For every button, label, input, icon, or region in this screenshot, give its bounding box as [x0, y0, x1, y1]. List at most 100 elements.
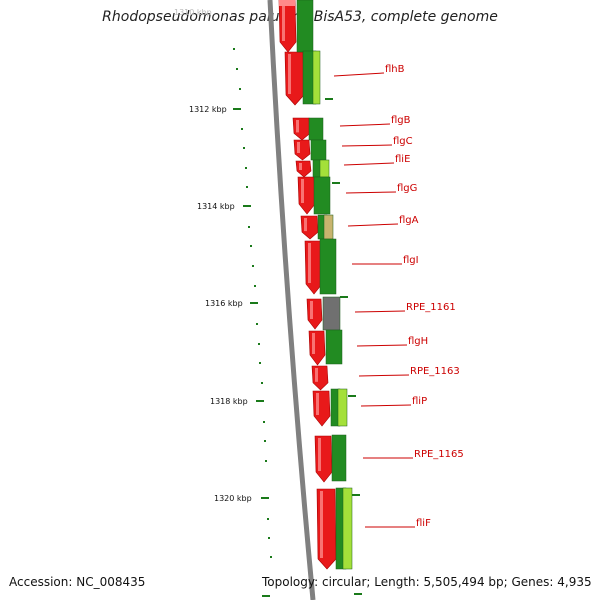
accession-text: Accession: NC_008435 — [9, 575, 146, 589]
gene-label: RPE_1163 — [410, 366, 460, 377]
scale-dot — [254, 285, 256, 287]
cds-arrow-shine — [296, 120, 299, 133]
cds-arrow-shine — [304, 218, 307, 232]
gene-labels: flhB flgB flgC fliE flgG flgA flgI RPE_1161 flgH… — [333, 64, 464, 529]
cds-arrow-highlight — [279, 0, 295, 6]
cds-feature-block — [337, 388, 348, 427]
gene-label: RPE_1161 — [406, 302, 456, 313]
gene-label: flgH — [408, 336, 428, 347]
cds-feature-block — [310, 139, 327, 161]
cds-arrow-shine — [301, 179, 304, 203]
gene-label: flgC — [393, 136, 413, 147]
gene-leader-line — [345, 191, 397, 194]
gene-label: fliE — [395, 154, 410, 165]
feature-tick — [348, 395, 356, 397]
gene-leader-line — [358, 374, 410, 377]
cds-arrow — [314, 435, 333, 483]
feature-tick — [325, 98, 333, 100]
cds-feature-block — [313, 176, 331, 215]
cds-feature-block — [322, 296, 341, 331]
gene-leader-line — [360, 404, 412, 407]
scale-dot — [233, 48, 235, 50]
position-tick-label: 1314 kbp — [197, 202, 235, 211]
gene-label: RPE_1165 — [414, 449, 464, 460]
cds-feature-block — [312, 50, 321, 105]
cds-arrow — [306, 298, 323, 330]
scale-dot — [267, 518, 269, 520]
gene-label: fliP — [412, 396, 427, 407]
scale-ticks — [233, 48, 272, 558]
gene-leader-line — [339, 123, 391, 127]
scale-dot — [265, 460, 267, 462]
feature-tick — [354, 593, 362, 595]
cds-arrow-shine — [297, 142, 300, 153]
scale-dot — [268, 537, 270, 539]
gene-label: flgA — [399, 215, 419, 226]
scale-dot — [263, 421, 265, 423]
scale-dot — [264, 440, 266, 442]
cds-arrow — [284, 51, 305, 106]
cds-arrow — [304, 240, 323, 295]
cds-arrow-shine — [299, 163, 302, 170]
gene-label: flgI — [403, 255, 419, 266]
cds-feature-ring — [296, 0, 353, 570]
cds-arrow — [297, 176, 316, 215]
cds-arrow — [292, 117, 311, 141]
position-tick — [250, 302, 258, 304]
gene-leader-line — [356, 344, 408, 347]
cds-forward-ring — [278, 0, 337, 570]
position-tick — [243, 205, 251, 207]
cds-feature-block — [319, 159, 330, 178]
cds-arrow-shine — [282, 2, 285, 41]
cds-feature-block — [319, 238, 337, 295]
cds-arrow — [278, 0, 297, 53]
cds-arrow-shine — [308, 243, 311, 283]
cds-arrow — [308, 330, 326, 366]
cds-arrow — [300, 215, 319, 240]
gene-label: flgB — [391, 115, 411, 126]
gene-label: flhB — [385, 64, 405, 75]
feature-tick — [340, 296, 348, 298]
position-tick-label: 1316 kbp — [205, 299, 243, 308]
gene-leader-line — [343, 162, 395, 166]
feature-tick — [332, 182, 340, 184]
gene-leader-line — [347, 223, 399, 227]
scale-dot — [248, 226, 250, 228]
gene-leader-line — [341, 144, 393, 147]
position-tick — [233, 108, 241, 110]
gene-leader-line — [333, 72, 385, 77]
scale-dot — [261, 382, 263, 384]
position-tick-label: 1310 kbp — [174, 8, 212, 17]
scale-dot — [245, 167, 247, 169]
scale-dot — [256, 323, 258, 325]
cds-feature-block — [308, 117, 324, 141]
cds-feature-block — [296, 0, 314, 53]
genome-summary-text: Topology: circular; Length: 5,505,494 bp… — [262, 575, 592, 589]
scale-dot — [246, 186, 248, 188]
cds-arrow-shine — [312, 333, 315, 354]
cds-arrow — [311, 365, 329, 391]
cds-arrow — [293, 139, 311, 161]
cds-arrow-shine — [315, 368, 318, 382]
scale-dot — [236, 68, 238, 70]
cds-arrow-shine — [316, 393, 319, 415]
position-tick — [261, 497, 269, 499]
feature-tick — [352, 494, 360, 496]
scale-dot — [252, 265, 254, 267]
cds-arrow — [316, 488, 337, 570]
scale-dot — [241, 128, 243, 130]
cds-feature-block — [325, 329, 343, 365]
position-ticks: 1312 kbp 1314 kbp 1316 kbp 1318 kbp 1320 kbp… — [174, 8, 270, 597]
cds-feature-block — [331, 434, 347, 482]
scale-dot — [259, 362, 261, 364]
cds-arrow-shine — [310, 301, 313, 319]
scale-dot — [250, 245, 252, 247]
genome-backbone — [267, 0, 316, 600]
cds-arrow-shine — [288, 54, 291, 94]
scale-dot — [258, 343, 260, 345]
position-tick-label: 1312 kbp — [189, 105, 227, 114]
gene-label: flgG — [397, 183, 417, 194]
position-tick-label: 1320 kbp — [214, 494, 252, 503]
position-tick — [256, 400, 264, 402]
